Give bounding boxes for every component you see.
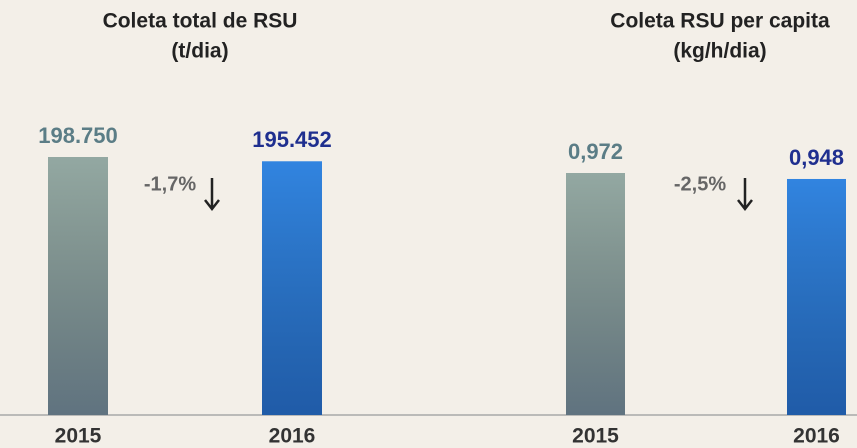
value-label: 198.750 [38,123,118,148]
x-tick-label: 2016 [793,425,840,448]
bar-shade [262,161,322,415]
bar-shade [48,157,108,415]
value-label: 0,948 [789,145,844,170]
chart-title: Coleta RSU per capita [610,10,830,33]
down-arrow [204,178,220,212]
annotation: -1,7% [144,173,196,195]
annotation: -2,5% [674,173,726,195]
value-label: 0,972 [568,139,623,164]
chart-title: Coleta total de RSU [103,10,298,33]
x-tick-label: 2016 [269,425,316,448]
bar-shade [566,173,625,415]
chart-subtitle: (kg/h/dia) [673,40,766,63]
chart-subtitle: (t/dia) [171,40,228,63]
x-tick-label: 2015 [55,425,102,448]
value-label: 195.452 [252,127,332,152]
bar-shade [787,178,846,415]
down-arrow [737,178,753,212]
x-tick-label: 2015 [572,425,619,448]
